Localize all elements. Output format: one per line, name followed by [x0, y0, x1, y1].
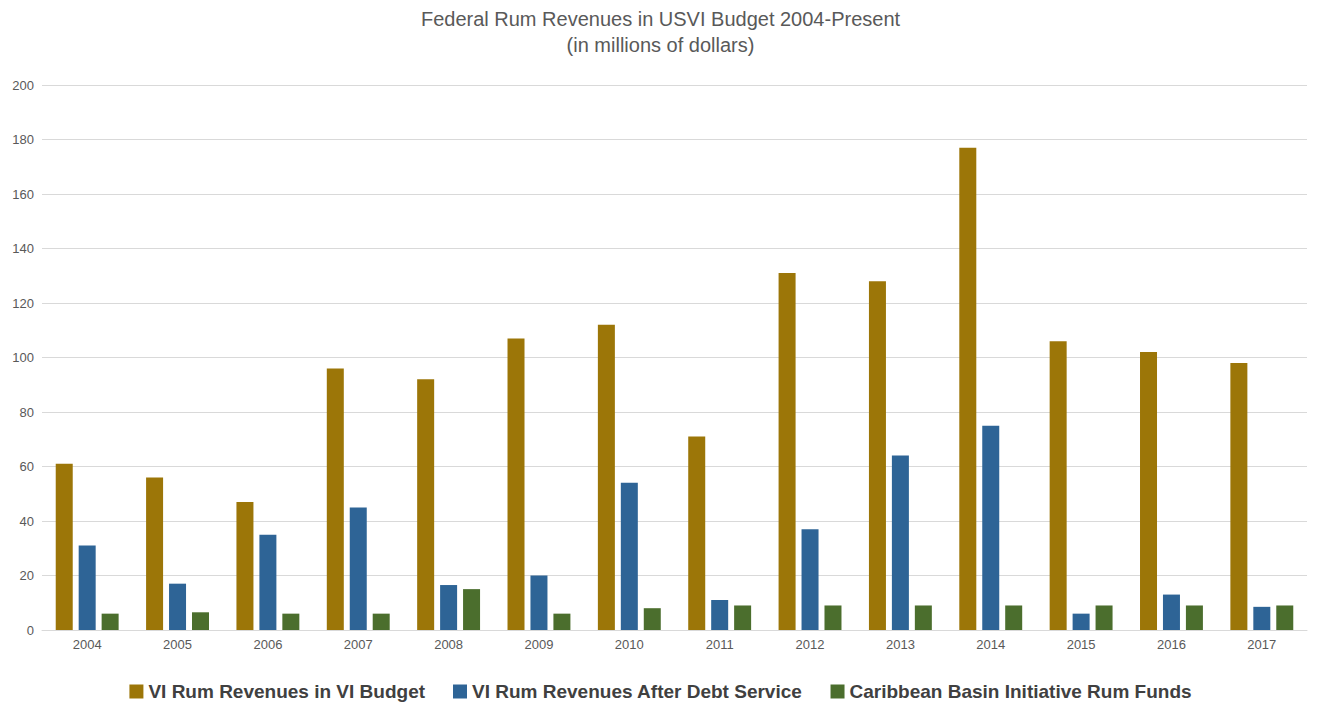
svg-text:Caribbean Basin Initiative Rum: Caribbean Basin Initiative Rum Funds [850, 681, 1192, 702]
svg-text:2010: 2010 [615, 637, 644, 652]
svg-text:160: 160 [12, 187, 34, 202]
svg-text:20: 20 [20, 568, 34, 583]
svg-text:120: 120 [12, 296, 34, 311]
svg-text:0: 0 [27, 623, 34, 638]
svg-text:180: 180 [12, 132, 34, 147]
svg-text:2006: 2006 [253, 637, 282, 652]
svg-text:40: 40 [20, 514, 34, 529]
svg-text:2012: 2012 [796, 637, 825, 652]
svg-text:2008: 2008 [434, 637, 463, 652]
svg-text:VI Rum Revenues After Debt Ser: VI Rum Revenues After Debt Service [472, 681, 802, 702]
svg-text:2017: 2017 [1247, 637, 1276, 652]
svg-text:2011: 2011 [706, 637, 734, 652]
svg-text:2004: 2004 [73, 637, 102, 652]
svg-text:2014: 2014 [976, 637, 1005, 652]
svg-text:VI Rum Revenues in VI Budget: VI Rum Revenues in VI Budget [148, 681, 425, 702]
svg-text:(in millions of dollars): (in millions of dollars) [567, 34, 755, 56]
svg-text:2007: 2007 [344, 637, 373, 652]
svg-text:2015: 2015 [1067, 637, 1096, 652]
svg-text:2013: 2013 [886, 637, 915, 652]
svg-text:2005: 2005 [163, 637, 192, 652]
svg-text:140: 140 [12, 241, 34, 256]
svg-text:2009: 2009 [525, 637, 554, 652]
svg-text:100: 100 [12, 350, 34, 365]
svg-text:60: 60 [20, 459, 34, 474]
svg-text:80: 80 [20, 405, 34, 420]
svg-text:200: 200 [12, 78, 34, 93]
svg-text:2016: 2016 [1157, 637, 1186, 652]
svg-text:Federal Rum Revenues in USVI B: Federal Rum Revenues in USVI Budget 2004… [421, 8, 901, 30]
